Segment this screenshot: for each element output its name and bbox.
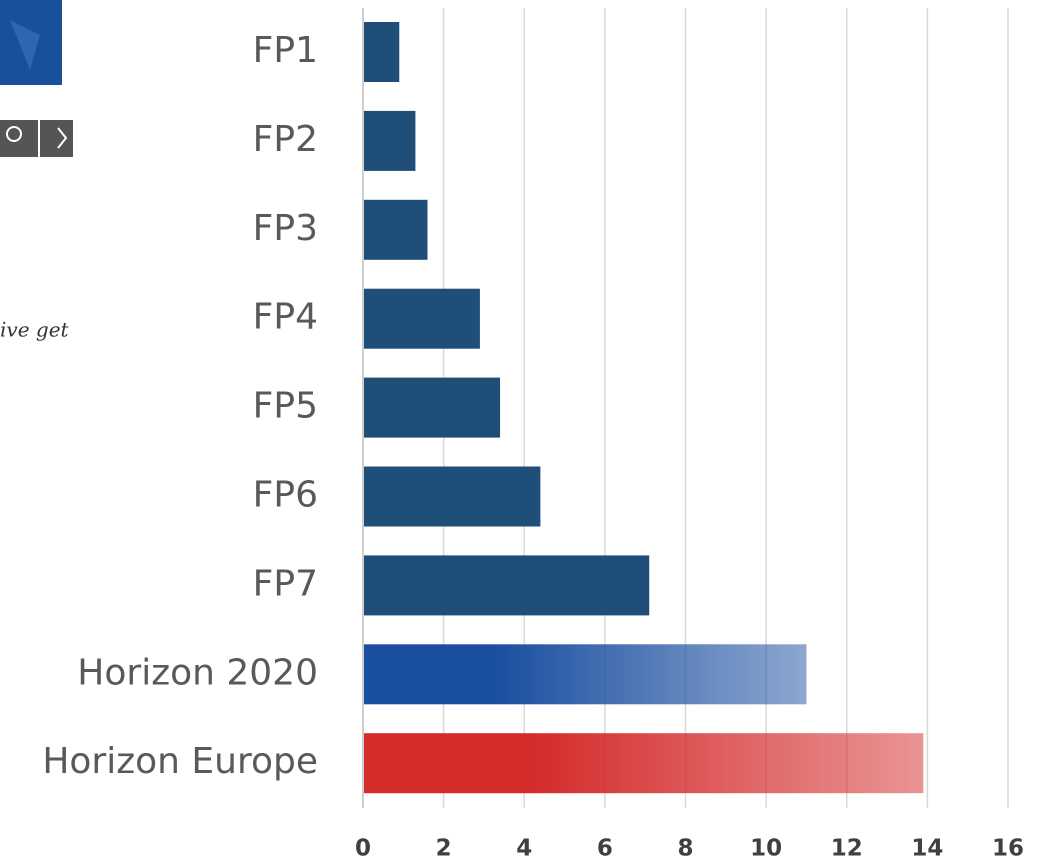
bar: [364, 377, 501, 438]
bar: [364, 644, 807, 705]
x-tick-label: 6: [597, 836, 613, 862]
bar: [364, 288, 480, 349]
y-tick-label: FP2: [253, 119, 318, 160]
sidebar-text: ive get: [0, 318, 70, 342]
x-tick-label: 4: [516, 836, 532, 862]
bar: [364, 199, 428, 260]
bar: [364, 555, 650, 616]
bar: [364, 733, 924, 794]
x-tick-label: 10: [750, 836, 782, 862]
y-tick-label: Horizon Europe: [42, 741, 318, 782]
y-tick-label: FP5: [253, 386, 318, 427]
logo-shape: [10, 20, 40, 70]
search-icon: [6, 126, 22, 142]
y-tick-label: FP7: [253, 563, 318, 604]
x-tick-label: 2: [436, 836, 452, 862]
mail-button[interactable]: [40, 120, 73, 157]
y-tick-label: FP1: [253, 30, 318, 71]
bar: [364, 466, 541, 527]
x-tick-label: 14: [911, 836, 943, 862]
x-tick-label: 12: [831, 836, 863, 862]
bar: [364, 110, 416, 171]
x-tick-label: 0: [355, 836, 371, 862]
y-tick-label: FP6: [253, 475, 318, 516]
y-tick-label: Horizon 2020: [77, 652, 318, 693]
x-tick-label: 8: [677, 836, 693, 862]
y-tick-label: FP4: [253, 297, 318, 338]
mail-icon: [57, 127, 68, 149]
y-tick-label: FP3: [253, 208, 318, 249]
x-tick-label: 16: [992, 836, 1024, 862]
bar: [364, 22, 400, 82]
